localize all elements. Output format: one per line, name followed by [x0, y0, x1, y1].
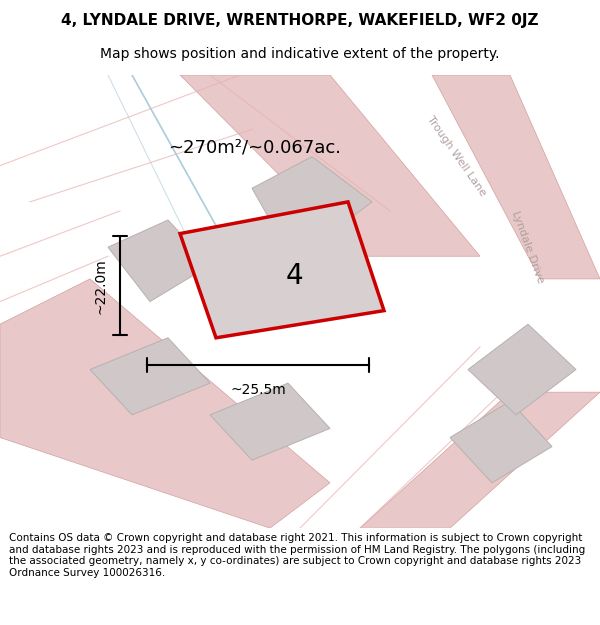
Text: Map shows position and indicative extent of the property.: Map shows position and indicative extent…	[100, 47, 500, 61]
Polygon shape	[180, 75, 480, 256]
Polygon shape	[468, 324, 576, 415]
Text: 4, LYNDALE DRIVE, WRENTHORPE, WAKEFIELD, WF2 0JZ: 4, LYNDALE DRIVE, WRENTHORPE, WAKEFIELD,…	[61, 14, 539, 29]
Polygon shape	[0, 279, 330, 528]
Text: ~22.0m: ~22.0m	[94, 258, 108, 314]
Text: 4: 4	[285, 261, 303, 289]
Text: Lyndale Drive: Lyndale Drive	[510, 209, 546, 285]
Polygon shape	[180, 202, 384, 338]
Polygon shape	[450, 401, 552, 482]
Text: Contains OS data © Crown copyright and database right 2021. This information is : Contains OS data © Crown copyright and d…	[9, 533, 585, 578]
Polygon shape	[90, 338, 210, 415]
Text: ~25.5m: ~25.5m	[230, 383, 286, 397]
Text: Trough Well Lane: Trough Well Lane	[425, 114, 487, 199]
Polygon shape	[108, 220, 210, 301]
Polygon shape	[252, 156, 372, 234]
Text: ~270m²/~0.067ac.: ~270m²/~0.067ac.	[168, 139, 341, 156]
Polygon shape	[432, 75, 600, 279]
Polygon shape	[360, 392, 600, 528]
Polygon shape	[210, 383, 330, 460]
